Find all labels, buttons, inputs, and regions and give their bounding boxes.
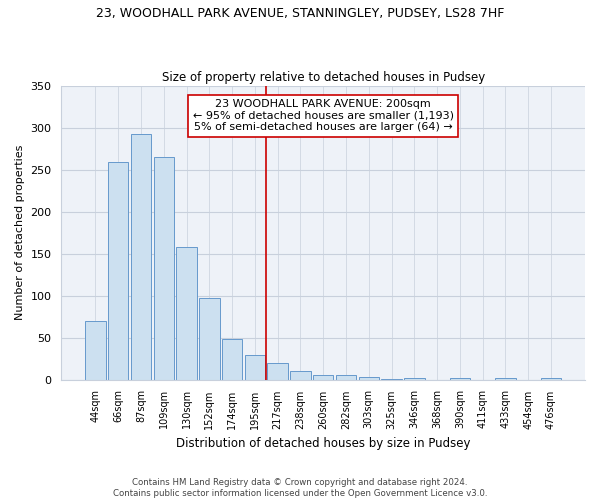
Bar: [290, 371, 311, 380]
Bar: [495, 378, 515, 380]
Bar: [245, 355, 265, 380]
Bar: [108, 162, 128, 380]
Bar: [131, 134, 151, 380]
Text: 23 WOODHALL PARK AVENUE: 200sqm
← 95% of detached houses are smaller (1,193)
5% : 23 WOODHALL PARK AVENUE: 200sqm ← 95% of…: [193, 100, 454, 132]
Bar: [222, 340, 242, 380]
Bar: [541, 378, 561, 380]
Y-axis label: Number of detached properties: Number of detached properties: [15, 145, 25, 320]
X-axis label: Distribution of detached houses by size in Pudsey: Distribution of detached houses by size …: [176, 437, 470, 450]
Bar: [199, 298, 220, 380]
Bar: [313, 376, 334, 380]
Bar: [359, 377, 379, 380]
Text: 23, WOODHALL PARK AVENUE, STANNINGLEY, PUDSEY, LS28 7HF: 23, WOODHALL PARK AVENUE, STANNINGLEY, P…: [96, 8, 504, 20]
Bar: [154, 158, 174, 380]
Bar: [336, 374, 356, 380]
Bar: [176, 247, 197, 380]
Bar: [404, 378, 425, 380]
Bar: [381, 378, 402, 380]
Text: Contains HM Land Registry data © Crown copyright and database right 2024.
Contai: Contains HM Land Registry data © Crown c…: [113, 478, 487, 498]
Title: Size of property relative to detached houses in Pudsey: Size of property relative to detached ho…: [161, 70, 485, 84]
Bar: [268, 363, 288, 380]
Bar: [449, 378, 470, 380]
Bar: [85, 321, 106, 380]
